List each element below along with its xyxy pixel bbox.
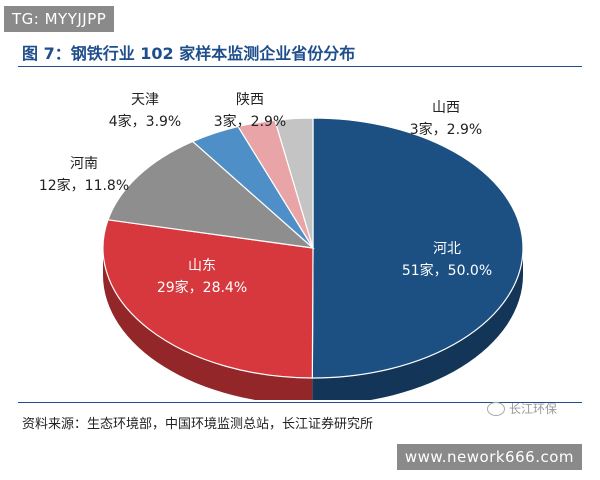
- slice-label-name-2: 河南: [70, 156, 98, 172]
- pie-slice-5: [274, 117, 314, 249]
- pie-sides: [103, 248, 523, 400]
- pie-labels: 河北 51家，50.0% 山东 29家，28.4% 河南 12家，11.8% 天津 4家，3.…: [39, 92, 492, 296]
- pie-chart: 河北 51家，50.0% 山东 29家，28.4% 河南 12家，11.8% 天津 4家，3.…: [39, 92, 524, 400]
- slice-label-value-5: 3家，2.9%: [410, 121, 482, 138]
- pie-side-0: [312, 248, 523, 400]
- slice-label-value-1: 29家，28.4%: [157, 279, 247, 296]
- slice-label-value-4: 3家，2.9%: [214, 113, 286, 130]
- slice-label-value-0: 51家，50.0%: [402, 262, 492, 279]
- pie-top: [102, 117, 524, 379]
- title-divider: [18, 66, 582, 67]
- chart-title: 图 7：钢铁行业 102 家样本监测企业省份分布: [22, 44, 356, 63]
- slice-label-name-1: 山东: [188, 258, 216, 274]
- pie-slice-2: [107, 140, 315, 249]
- wechat-tag: 长江环保: [487, 400, 557, 417]
- watermark-bottom: www.nework666.com: [396, 444, 582, 470]
- wechat-label: 长江环保: [509, 402, 558, 416]
- watermark-top: TG: MYYJJPP: [4, 6, 115, 32]
- slice-label-value-3: 4家，3.9%: [109, 113, 181, 130]
- pie-slice-1: [102, 219, 314, 379]
- slice-label-name-0: 河北: [433, 241, 461, 257]
- pie-side-1: [103, 248, 313, 400]
- footer-divider: [18, 402, 582, 403]
- pie-slice-0: [311, 117, 524, 379]
- slice-label-name-5: 山西: [432, 100, 460, 116]
- slice-label-name-4: 陕西: [236, 92, 264, 108]
- slice-label-name-3: 天津: [131, 92, 159, 108]
- source-note: 资料来源：生态环境部，中国环境监测总站，长江证券研究所: [22, 417, 374, 432]
- wechat-icon: [487, 401, 505, 416]
- slice-label-value-2: 12家，11.8%: [39, 177, 129, 194]
